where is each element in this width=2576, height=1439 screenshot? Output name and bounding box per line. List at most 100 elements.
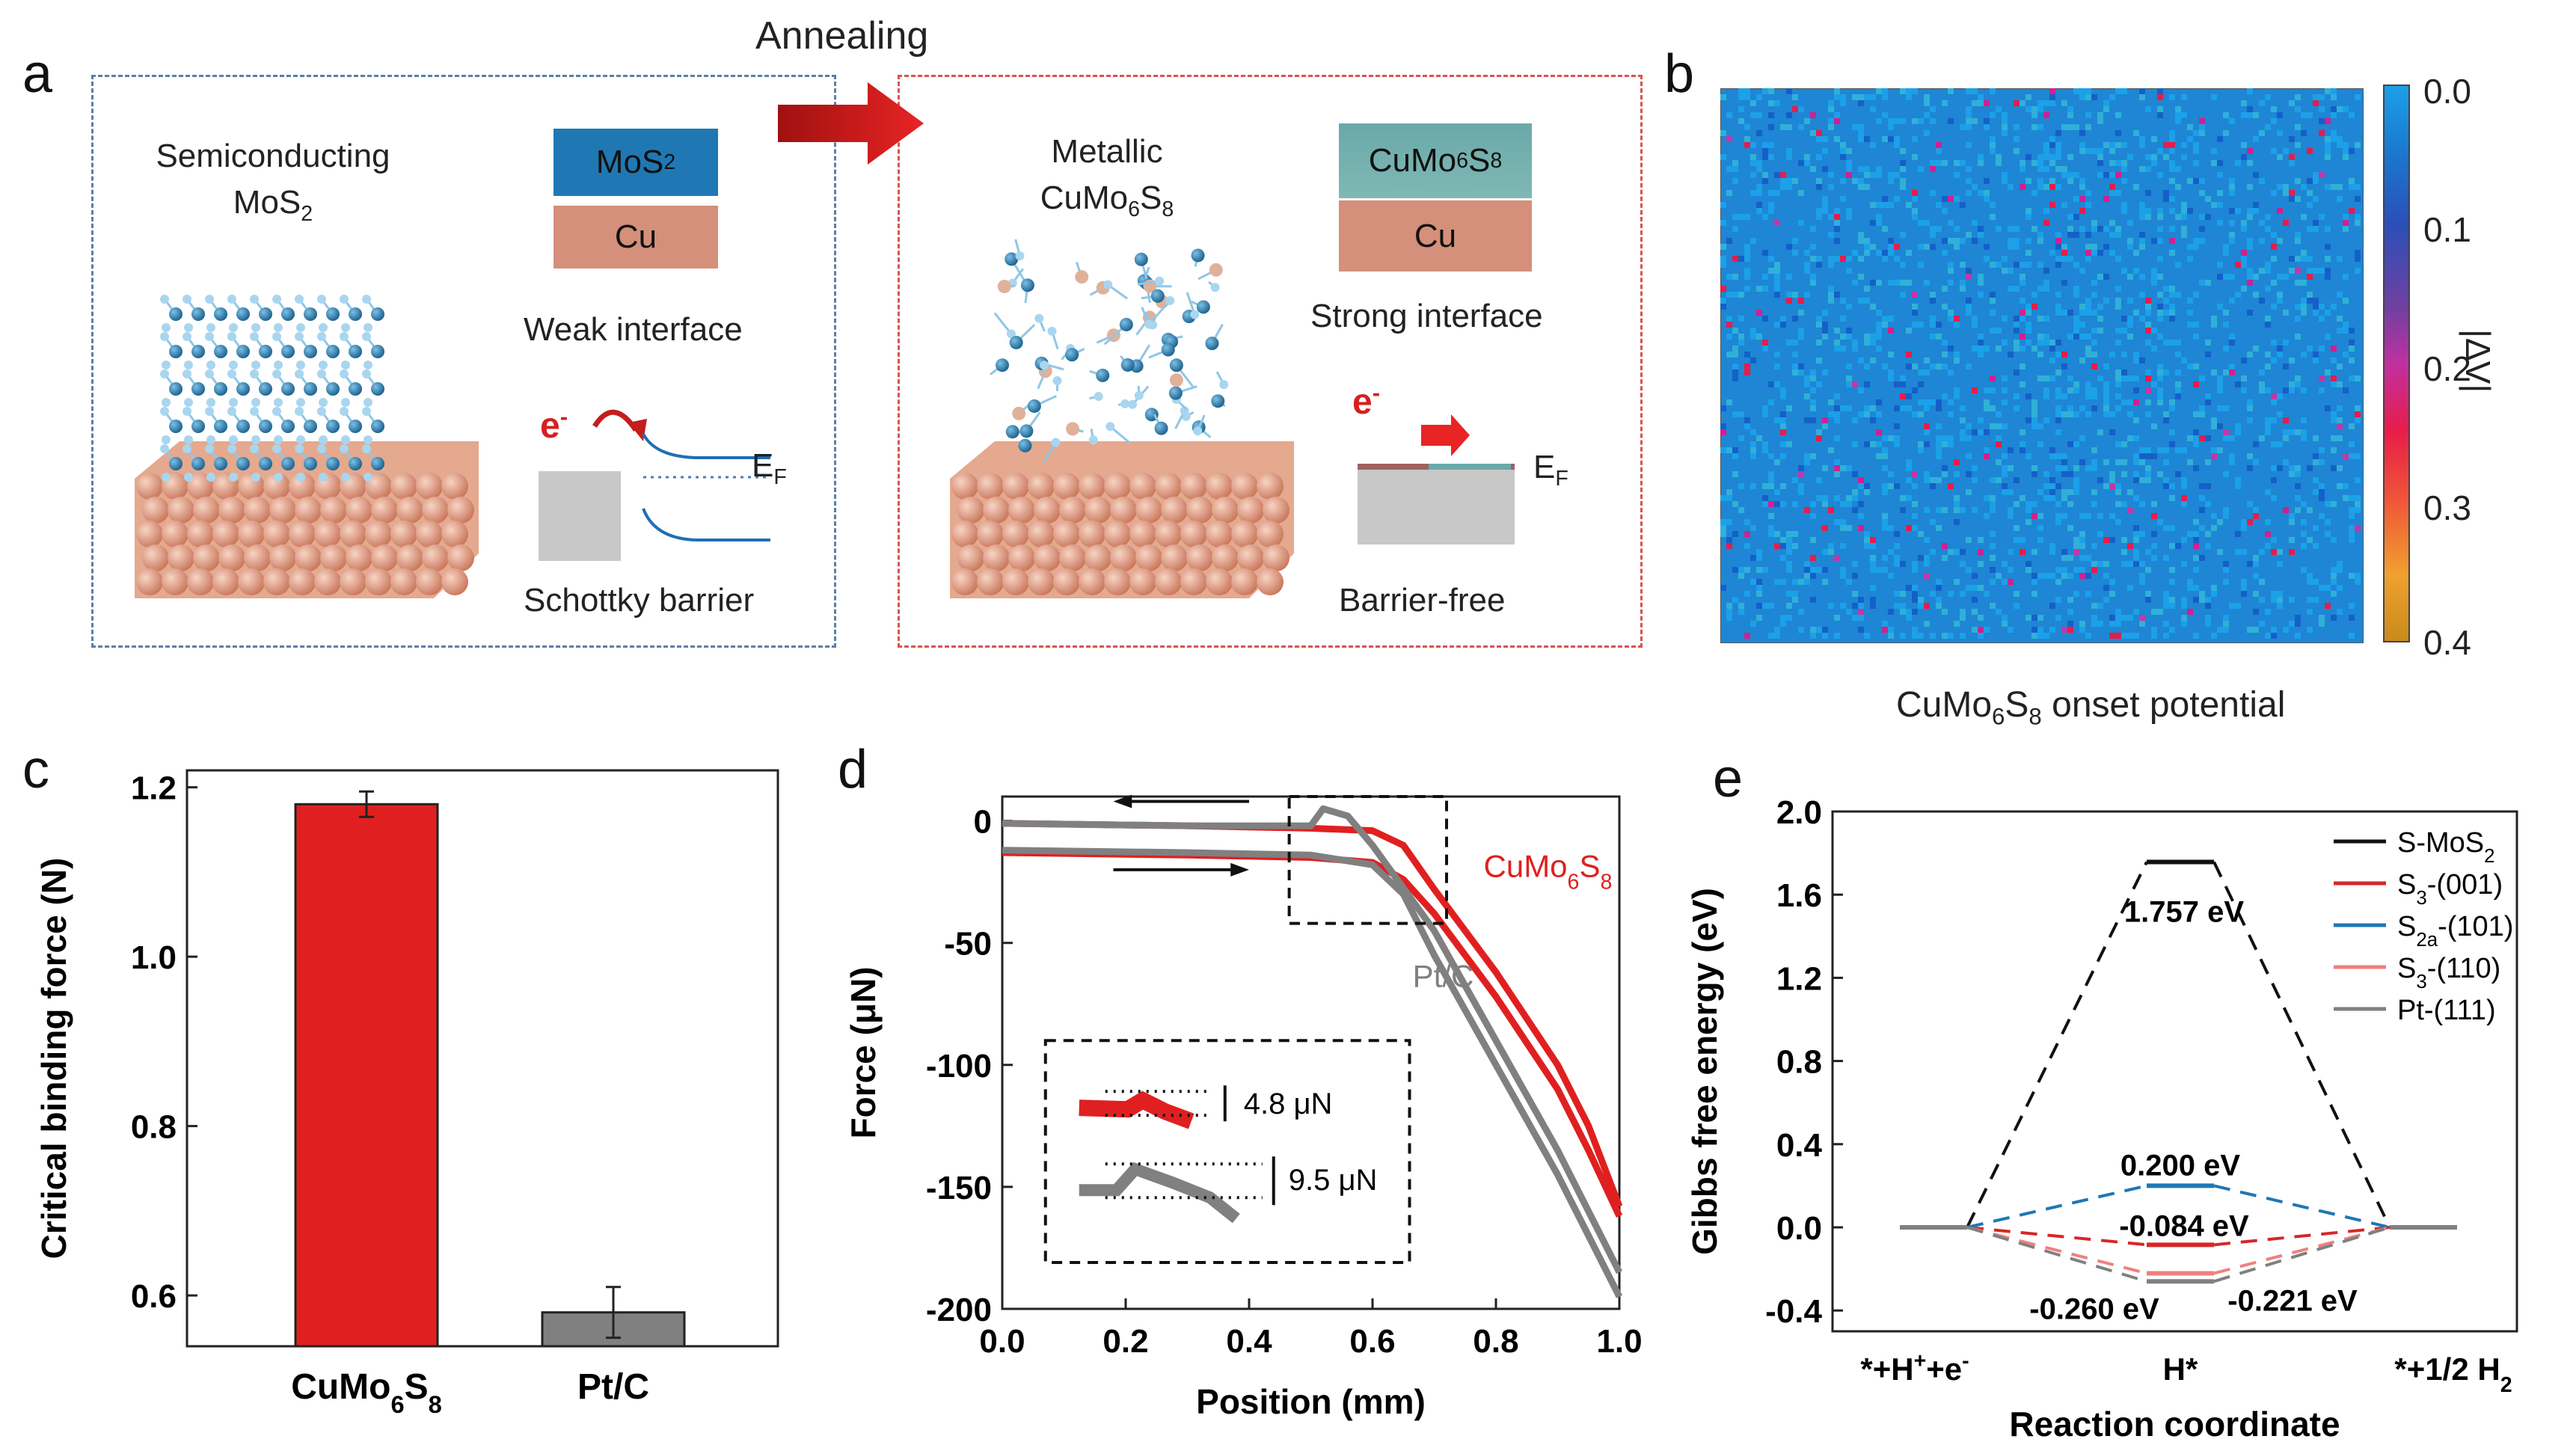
colorbar	[2383, 85, 2410, 642]
y-tick-label: 1.2	[1776, 960, 1822, 997]
annealing-arrow	[778, 82, 924, 165]
energy-connector	[1966, 1226, 2147, 1247]
left-title-line1: Semiconducting	[156, 138, 390, 174]
x-tick-label: H*	[2163, 1351, 2198, 1387]
y-tick-label: 0.0	[1776, 1210, 1822, 1247]
x-tick-label: 0.8	[1473, 1323, 1518, 1360]
panel-label-c: c	[22, 740, 49, 800]
left-title: Semiconducting MoS2	[153, 133, 393, 237]
energy-connector	[1966, 1184, 2147, 1229]
y-axis-label: Critical binding force (N)	[34, 858, 73, 1259]
y-tick-label: -150	[926, 1170, 992, 1206]
energy-connector	[2213, 1184, 2391, 1229]
right-title-line2: CuMo6S8	[1040, 180, 1174, 221]
cu-layer-block-left: Cu	[553, 206, 718, 269]
barrier-free-label: Barrier-free	[1339, 582, 1506, 619]
y-tick-label: 0	[974, 804, 992, 841]
legend-ptc: Pt/C	[1413, 958, 1474, 993]
colorbar-tick-4: 0.4	[2423, 623, 2471, 662]
plot-frame	[185, 769, 779, 1348]
y-tick-label: 0.6	[131, 1278, 177, 1315]
inset-label-cumo: 4.8 μN	[1244, 1087, 1333, 1120]
x-tick-label: 0.0	[979, 1323, 1025, 1360]
electron-label-left: e-	[540, 404, 568, 446]
x-tick-label: 0.4	[1226, 1323, 1272, 1360]
x-category-label: Pt/C	[577, 1367, 649, 1407]
panel-label-d: d	[838, 740, 868, 800]
cu-layer-block-right: Cu	[1339, 200, 1532, 271]
y-tick-label: 0.8	[131, 1109, 177, 1146]
weak-interface-label: Weak interface	[524, 311, 743, 348]
panel-b-caption: CuMo6S8 onset potential	[1896, 685, 2286, 730]
annotation-s3-001: -0.084 eV	[2119, 1209, 2249, 1242]
x-tick-label: 0.2	[1103, 1323, 1148, 1360]
y-tick-label: 0.8	[1776, 1044, 1822, 1081]
x-axis-label: Position (mm)	[1196, 1382, 1426, 1421]
cumo6s8-on-cu-structure	[950, 239, 1294, 598]
colorbar-tick-0: 0.0	[2423, 72, 2471, 111]
mos2-layer-block: MoS 2	[553, 129, 718, 196]
schottky-barrier-label: Schottky barrier	[524, 582, 755, 619]
fermi-label-right: EF	[1533, 449, 1568, 491]
approach-arrowhead	[1230, 862, 1249, 877]
inset-ptc-curve	[1079, 1162, 1240, 1224]
x-axis-label: Reaction coordinate	[2009, 1405, 2340, 1439]
energy-connector	[2213, 1226, 2391, 1275]
colorbar-label: |ΔV|	[2459, 329, 2497, 393]
annotation-pt: -0.260 eV	[2029, 1292, 2159, 1325]
x-tick-label: *+H++e-	[1860, 1349, 1969, 1387]
energy-connector	[2213, 1226, 2391, 1283]
y-axis-label: Gibbs free energy (eV)	[1685, 888, 1724, 1255]
schottky-band-diagram	[539, 409, 770, 561]
y-tick-label: 1.2	[131, 770, 177, 807]
right-dashed-box	[898, 75, 1643, 648]
legend-cumo6s8: CuMo6S8	[1484, 849, 1613, 895]
right-title: Metallic CuMo6S8	[995, 129, 1219, 233]
x-tick-label: 0.6	[1349, 1323, 1395, 1360]
panel-c-bar-chart: 0.6 0.8 1.0 1.2 CuMo6S8 Pt/C Critical binding …	[34, 769, 779, 1418]
force-curve	[1002, 805, 1623, 1274]
annotation-s2a: 0.200 eV	[2120, 1149, 2240, 1182]
zoom-box	[1287, 795, 1448, 925]
plot-frame	[1831, 810, 2518, 1333]
legend-label: S-MoS2	[2397, 827, 2495, 867]
left-dashed-box	[91, 75, 836, 648]
y-tick-label: 0.4	[1776, 1127, 1823, 1164]
panel-d-force-chart: 0.0 0.2 0.4 0.6 0.8 1.0 0 -50 -100 -150 -200 CuMo6S…	[844, 794, 1643, 1421]
panel-label-e: e	[1713, 749, 1744, 809]
colorbar-tick-2: 0.2	[2423, 349, 2471, 388]
x-tick-label: *+1/2 H2	[2394, 1351, 2512, 1397]
legend-label: Pt-(111)	[2397, 995, 2496, 1026]
energy-connector	[1966, 861, 2148, 1228]
mos2-on-cu-structure	[135, 295, 479, 598]
inset-cumo6s8-curve	[1079, 1090, 1195, 1129]
strong-interface-label: Strong interface	[1310, 298, 1543, 334]
annealing-label: Annealing	[755, 14, 929, 58]
legend-label: S3-(001)	[2397, 869, 2503, 909]
cumo6s8-layer-block: CuMo 6 S 8	[1339, 123, 1532, 198]
y-tick-label: 1.6	[1776, 877, 1822, 914]
energy-connector	[1966, 1226, 2147, 1283]
retract-arrowhead	[1113, 794, 1132, 809]
y-tick-label: 2.0	[1776, 794, 1822, 831]
onset-potential-map	[1720, 88, 2364, 643]
y-tick-label: -100	[926, 1048, 992, 1084]
right-title-line1: Metallic	[1051, 133, 1163, 170]
panel-label-b: b	[1664, 44, 1695, 104]
y-tick-label: -0.4	[1765, 1293, 1822, 1330]
barrier-free-band-diagram	[1358, 414, 1515, 544]
bar	[294, 803, 439, 1348]
colorbar-tick-3: 0.3	[2423, 488, 2471, 527]
x-tick-label: 1.0	[1596, 1323, 1642, 1360]
y-tick-label: -200	[926, 1292, 992, 1328]
inset-label-ptc: 9.5 μN	[1289, 1164, 1378, 1197]
panel-e-energy-chart: -0.4 0.0 0.4 0.8 1.2 1.6 2.0 1.757 eV 0.200 eV -0…	[1685, 794, 2518, 1439]
y-tick-label: -50	[944, 926, 992, 963]
energy-connector	[2212, 861, 2391, 1228]
left-title-line2: MoS2	[233, 184, 313, 226]
annotation-s3-110: -0.221 eV	[2227, 1284, 2358, 1317]
inset-box	[1043, 1039, 1411, 1265]
legend-label: S3-(110)	[2397, 953, 2500, 992]
panel-label-a: a	[22, 44, 53, 104]
energy-connector	[2213, 1226, 2391, 1247]
